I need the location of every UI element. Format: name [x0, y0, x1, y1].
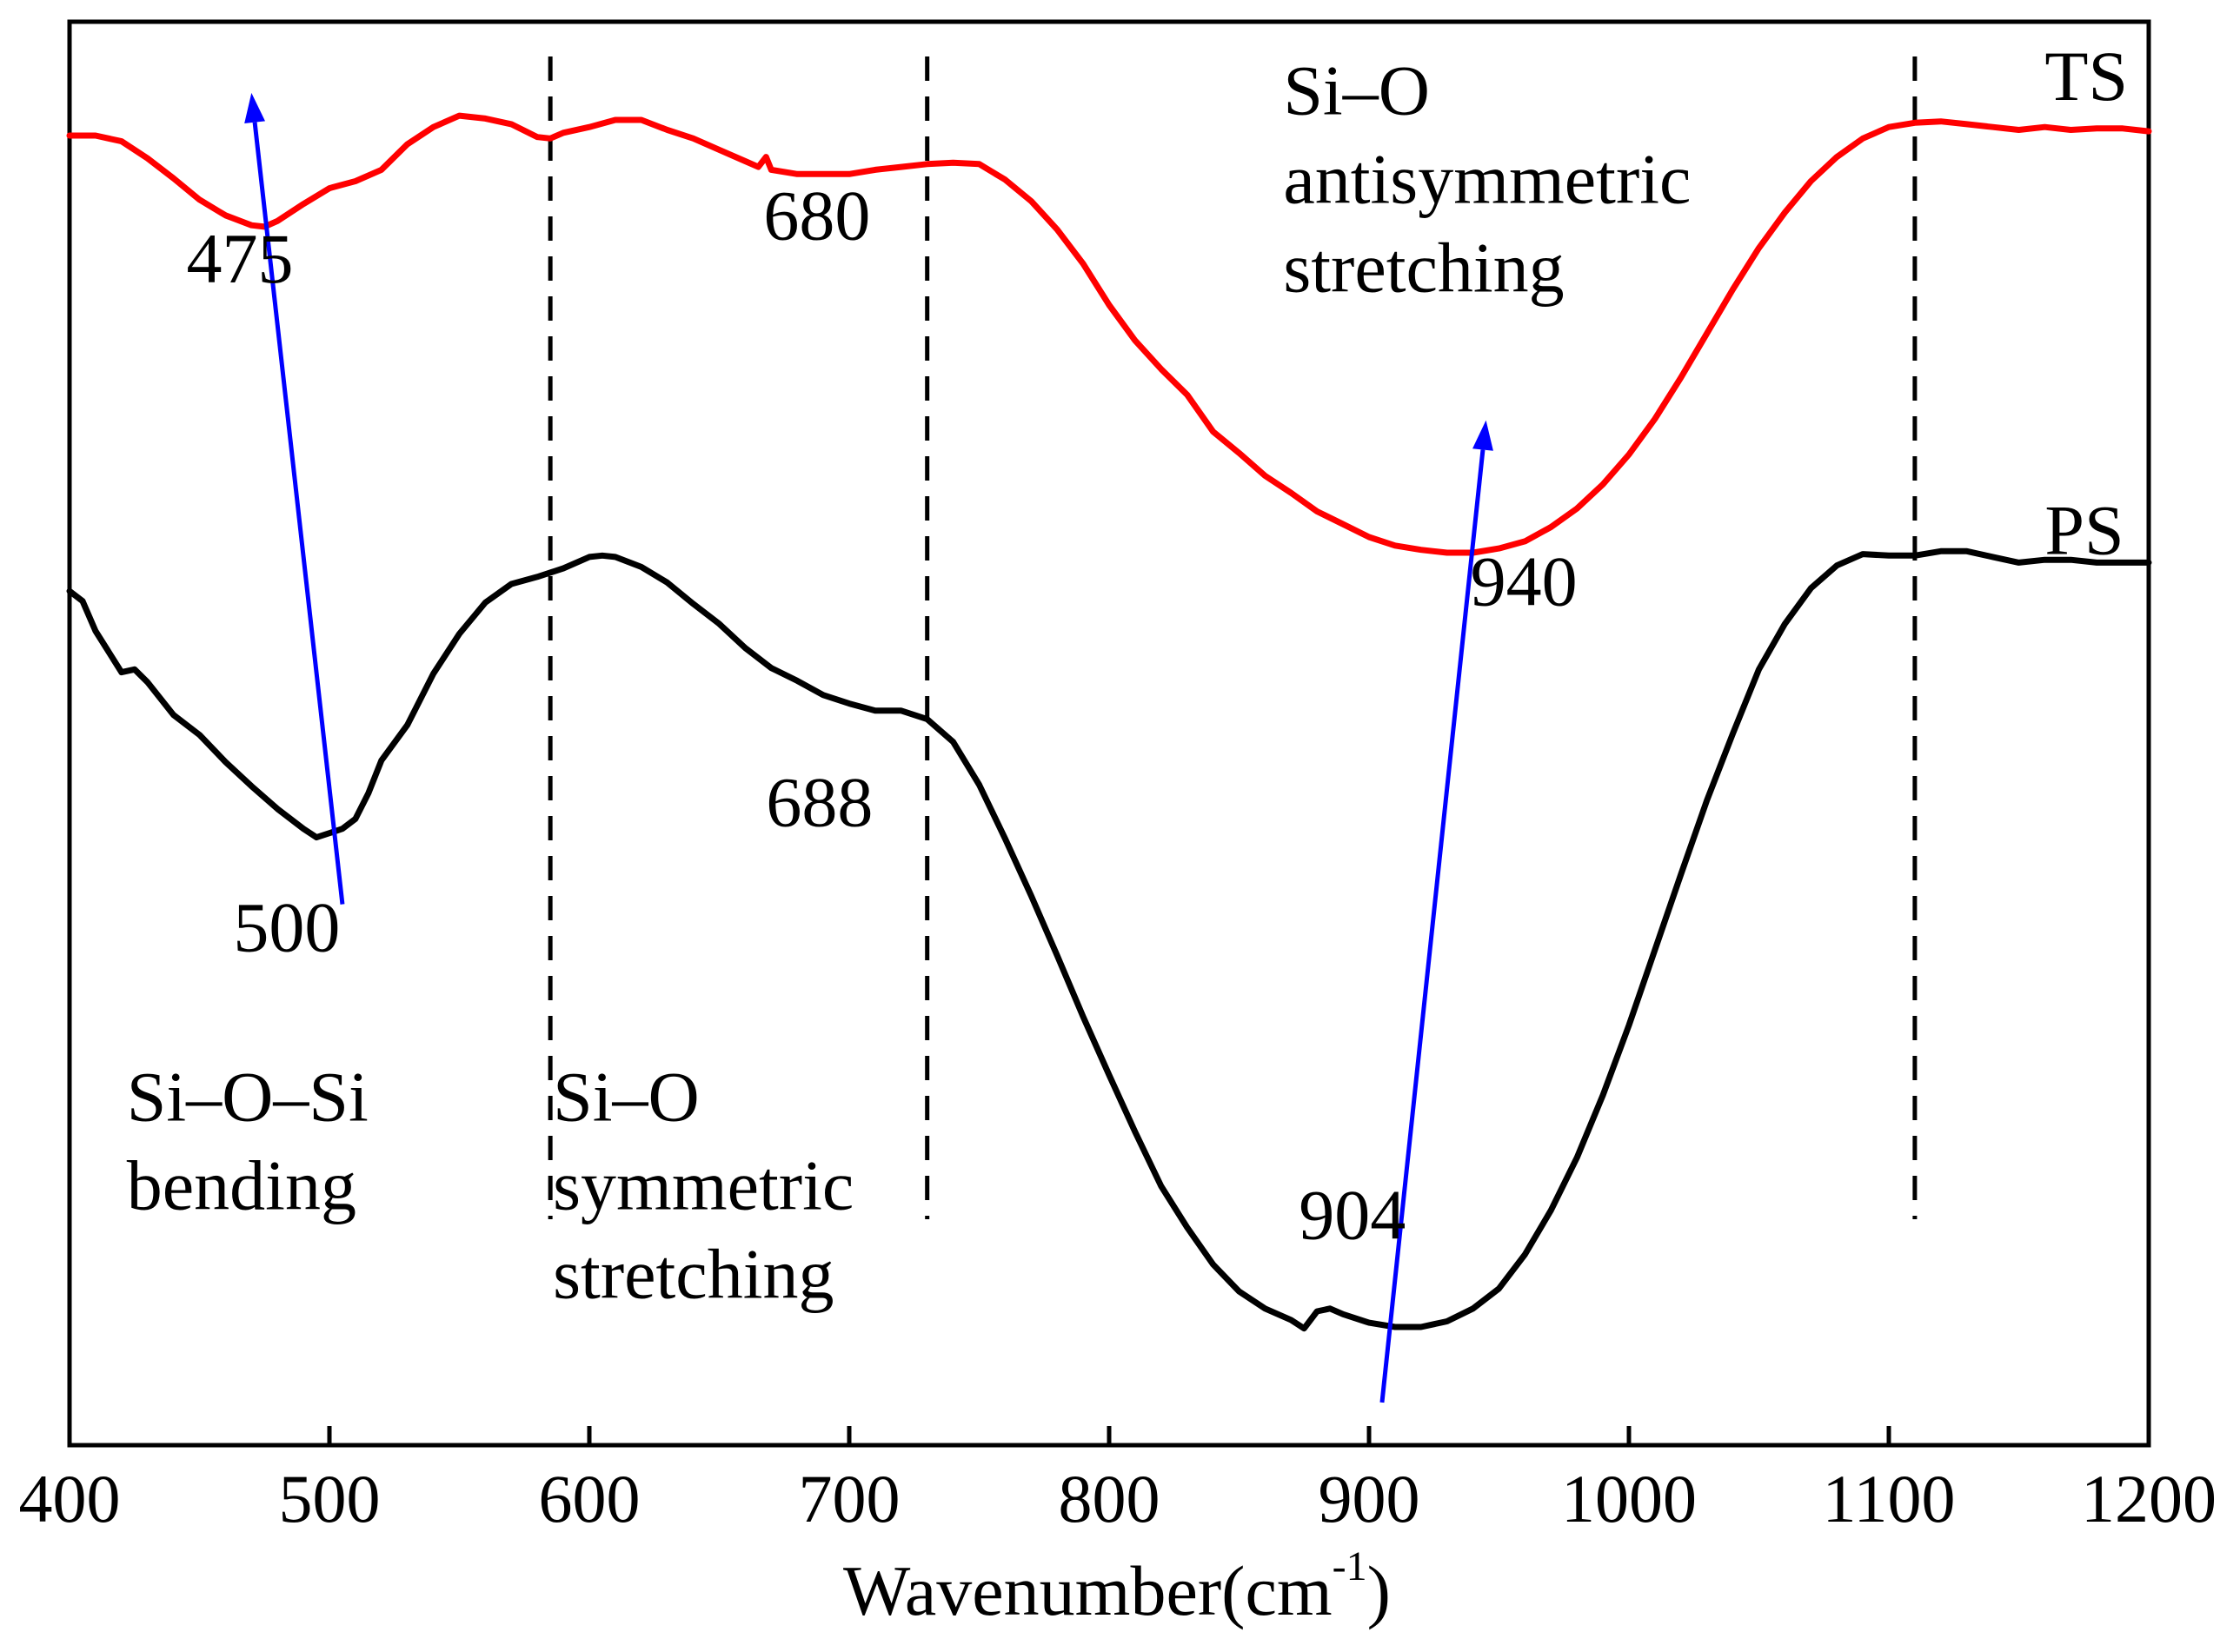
annotation-8-line-3: stretching: [553, 1235, 834, 1314]
x-tick-label-1000: 1000: [1561, 1461, 1697, 1536]
x-tick-label-700: 700: [799, 1461, 901, 1536]
x-tick-label-500: 500: [279, 1461, 381, 1536]
arrows-group: [244, 92, 1493, 1403]
annotation-2-line-1: 680: [763, 176, 870, 255]
annotation-7-line-1: Si–O–Si: [127, 1058, 369, 1137]
x-tick-label-600: 600: [539, 1461, 641, 1536]
x-axis-label: Wavenumber(cm-1): [843, 1543, 1391, 1630]
arrow-head-1: [244, 92, 266, 124]
annotation-3: Si–O antisymmetric stretching: [1283, 50, 1691, 307]
annotation-2: 680: [763, 176, 870, 255]
annotation-8: Si–O symmetric stretching: [553, 1058, 854, 1314]
series-line-ps: [66, 547, 2152, 1332]
x-tick-label-1100: 1100: [1822, 1461, 1955, 1536]
plot-frame: [67, 19, 2151, 1448]
annotation-5: 688: [766, 762, 873, 841]
annotation-7-line-2: bending: [127, 1146, 356, 1225]
annotation-5-line-1: 688: [766, 762, 873, 841]
annotation-8-line-1: Si–O: [553, 1058, 700, 1137]
annotation-4-line-1: 940: [1471, 542, 1578, 621]
series-group: [66, 112, 2152, 1332]
x-tick-label-900: 900: [1319, 1461, 1420, 1536]
annotation-4: 940: [1471, 542, 1578, 621]
arrow-head-2: [1472, 420, 1493, 451]
annotation-7: Si–O–Si bending: [127, 1058, 369, 1225]
x-axis-label-superscript: -1: [1333, 1543, 1367, 1589]
x-axis-label-close: ): [1367, 1551, 1391, 1630]
annotation-1: 475: [187, 219, 294, 298]
x-tick-label-1200: 1200: [2081, 1461, 2217, 1536]
series-label-ps: PS: [2044, 491, 2124, 570]
annotation-6: 500: [233, 888, 340, 967]
annotation-3-line-2: antisymmetric: [1283, 139, 1691, 218]
annotation-9: 904: [1299, 1175, 1406, 1254]
annotations-group: 475 680 Si–O antisymmetric stretching 940 688 5…: [127, 50, 1692, 1313]
x-tick-label-800: 800: [1059, 1461, 1160, 1536]
series-label-ts: TS: [2044, 36, 2128, 116]
annotation-3-line-1: Si–O: [1283, 50, 1430, 129]
annotation-9-line-1: 904: [1299, 1175, 1406, 1254]
arrow-shaft-1: [252, 122, 345, 905]
series-labels: TS PS: [2044, 36, 2128, 570]
annotation-1-line-1: 475: [187, 219, 294, 298]
x-axis-ticks: 400 500 600 700 800 900 1000 1100 1200: [19, 1426, 2217, 1536]
series-line-ts: [66, 112, 2152, 556]
annotation-8-line-2: symmetric: [553, 1146, 854, 1225]
x-tick-label-400: 400: [19, 1461, 121, 1536]
annotation-6-line-1: 500: [233, 888, 340, 967]
arrow-shaft-2: [1379, 449, 1486, 1403]
guide-lines: [548, 56, 1918, 1219]
annotation-3-line-3: stretching: [1283, 228, 1564, 307]
x-axis-label-main: Wavenumber(cm: [843, 1551, 1333, 1630]
